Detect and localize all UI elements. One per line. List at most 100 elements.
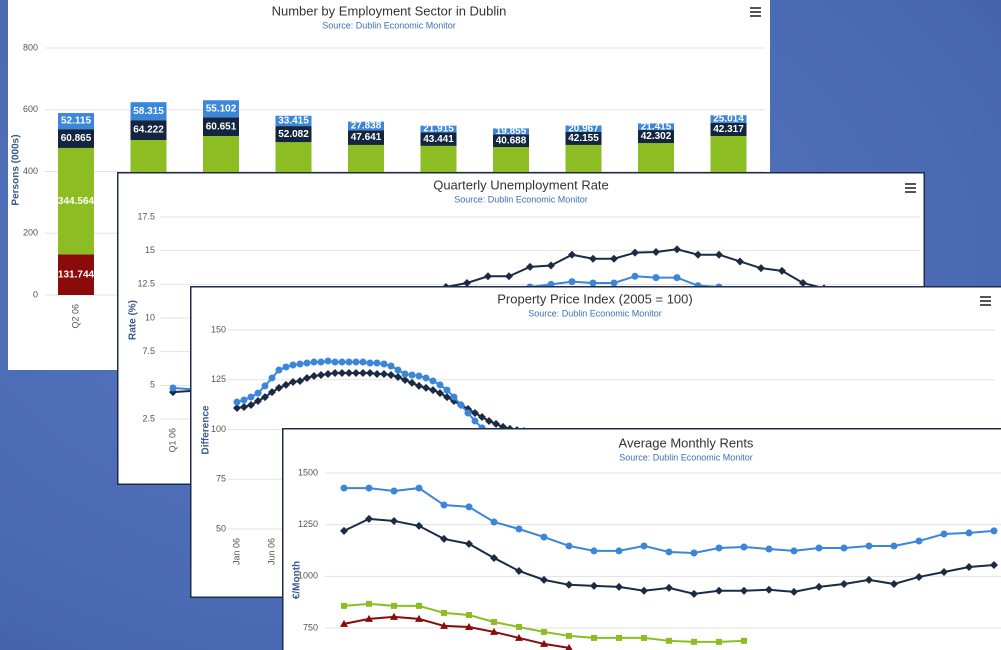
- bar-segment: [493, 128, 529, 135]
- point: [366, 359, 374, 367]
- point: [373, 359, 381, 367]
- point: [590, 581, 598, 590]
- point: [540, 639, 548, 647]
- point: [840, 579, 848, 588]
- point: [890, 542, 898, 550]
- point: [340, 526, 348, 535]
- data-label: 33.415: [278, 116, 309, 127]
- menu-button[interactable]: [980, 304, 991, 306]
- point: [443, 393, 451, 402]
- point: [616, 634, 622, 641]
- point: [463, 278, 471, 287]
- y-tick-label: 12.5: [137, 279, 155, 289]
- menu-button[interactable]: [980, 296, 991, 298]
- point: [490, 553, 498, 562]
- point: [641, 634, 647, 641]
- point: [429, 386, 437, 395]
- y-tick-label: 1500: [298, 467, 318, 477]
- bar-segment: [565, 125, 602, 132]
- data-label: 19.855: [496, 126, 527, 137]
- chart-subtitle: Source: Dublin Economic Monitor: [454, 194, 588, 204]
- point: [515, 633, 523, 641]
- point: [440, 621, 448, 629]
- y-tick-label: 100: [211, 424, 226, 434]
- point: [391, 602, 397, 609]
- point: [465, 539, 473, 548]
- point: [715, 250, 723, 259]
- point: [965, 529, 973, 537]
- bar-segment: [275, 126, 312, 143]
- point: [289, 361, 297, 369]
- y-tick-label: 150: [211, 324, 226, 334]
- point: [491, 619, 497, 626]
- point: [450, 393, 458, 401]
- y-tick-label: 2.5: [142, 413, 155, 423]
- point: [690, 589, 698, 598]
- point: [394, 366, 402, 374]
- bar-segment: [348, 121, 384, 131]
- point: [352, 358, 360, 366]
- point: [416, 602, 422, 609]
- menu-button[interactable]: [980, 300, 991, 302]
- data-label: 47.641: [351, 132, 382, 143]
- point: [565, 542, 573, 550]
- menu-button[interactable]: [905, 183, 916, 185]
- point: [345, 368, 353, 377]
- point: [568, 250, 576, 259]
- menu-button[interactable]: [905, 187, 916, 189]
- point: [990, 560, 998, 569]
- point: [631, 272, 639, 280]
- point: [790, 587, 798, 596]
- chart-panel: Average Monthly Rents Source: Dublin Econ…: [282, 428, 1001, 650]
- data-label: 64.222: [133, 125, 164, 136]
- point: [673, 274, 681, 282]
- point: [840, 544, 848, 552]
- y-tick-label: 10: [145, 312, 155, 322]
- point: [436, 381, 444, 389]
- point: [478, 412, 486, 421]
- point: [515, 566, 523, 575]
- point: [365, 614, 373, 622]
- point: [566, 632, 572, 639]
- point: [390, 516, 398, 525]
- point: [415, 521, 423, 530]
- point: [565, 643, 573, 650]
- point: [673, 245, 681, 254]
- menu-button[interactable]: [750, 11, 761, 13]
- point: [815, 544, 823, 552]
- point: [568, 278, 576, 286]
- y-tick-label: 5: [150, 380, 155, 390]
- menu-button[interactable]: [905, 191, 916, 193]
- point: [352, 368, 360, 377]
- point: [940, 530, 948, 538]
- menu-button[interactable]: [750, 7, 761, 9]
- point: [631, 248, 639, 257]
- point: [338, 358, 346, 366]
- point: [666, 637, 672, 644]
- series-line: [343, 615, 570, 649]
- data-label: 58.315: [133, 106, 164, 117]
- bar-segment: [58, 147, 94, 255]
- point: [394, 372, 402, 381]
- point: [345, 358, 353, 366]
- point: [591, 634, 597, 641]
- point: [422, 374, 430, 382]
- x-tick-label: Jan 06: [231, 538, 241, 565]
- point: [169, 384, 177, 392]
- point: [275, 383, 283, 392]
- data-label: 27.838: [351, 121, 382, 132]
- point: [516, 623, 522, 630]
- data-label: 52.082: [278, 129, 309, 140]
- bar-segment: [348, 130, 384, 145]
- data-label: 40.688: [496, 135, 527, 146]
- point: [390, 487, 398, 495]
- point: [465, 622, 473, 630]
- y-axis-title: Difference: [201, 405, 212, 454]
- bar-segment: [203, 117, 239, 136]
- point: [247, 401, 255, 410]
- menu-button[interactable]: [750, 15, 761, 17]
- point: [457, 401, 465, 409]
- point: [233, 398, 241, 406]
- panel-background: [282, 428, 1001, 650]
- point: [915, 572, 923, 581]
